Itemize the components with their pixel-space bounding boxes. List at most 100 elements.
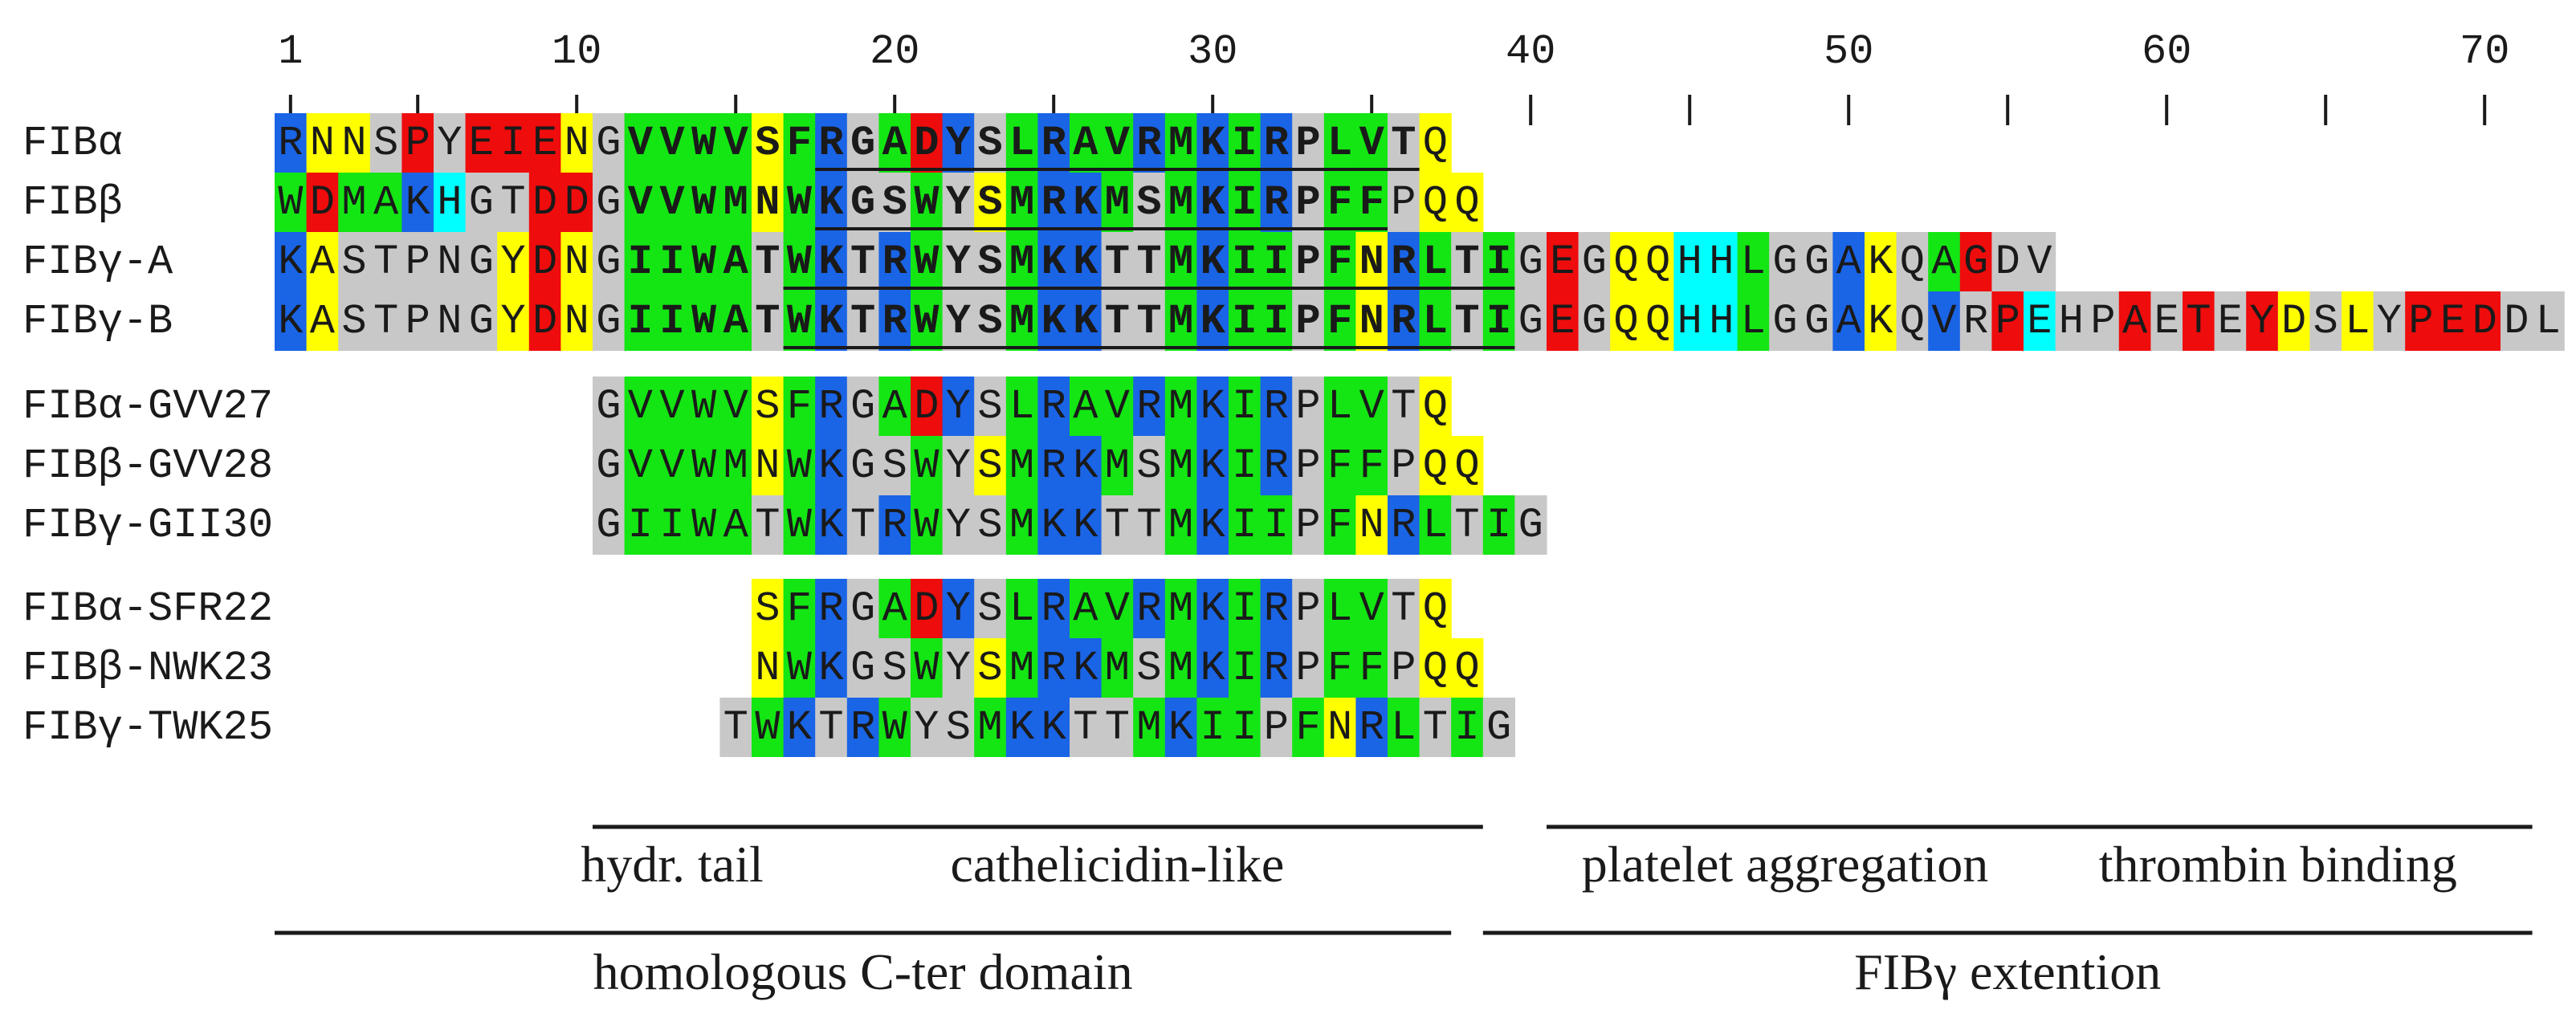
residue-cell — [846, 436, 879, 495]
residue-letter: K — [1200, 238, 1226, 286]
residue-letter: N — [1359, 502, 1384, 549]
residue-cell — [593, 232, 626, 291]
residue-letter: G — [850, 179, 875, 226]
residue-cell — [1578, 291, 1611, 351]
residue-cell — [1323, 113, 1356, 173]
residue-cell — [1800, 232, 1833, 291]
residue-cell — [1164, 436, 1197, 495]
residue-letter: G — [596, 383, 621, 430]
residue-letter: P — [1995, 298, 2020, 345]
residue-letter: D — [914, 120, 939, 167]
residue-letter: R — [1041, 383, 1066, 430]
residue-letter: Q — [1900, 238, 1925, 286]
residue-letter: V — [723, 120, 749, 167]
sequence-label: FIBγ-GII30 — [22, 502, 273, 549]
residue-letter: P — [1295, 238, 1320, 286]
residue-cell — [815, 436, 848, 495]
residue-cell — [846, 579, 879, 638]
residue-letter: L — [1327, 383, 1352, 430]
residue-letter: M — [1105, 645, 1130, 692]
residue-letter: P — [406, 120, 430, 167]
residue-cell — [1355, 638, 1388, 698]
residue-letter: Y — [2377, 298, 2402, 345]
residue-letter: Y — [946, 298, 972, 345]
residue-cell — [878, 113, 911, 173]
residue-cell — [1133, 377, 1166, 436]
residue-letter: N — [565, 238, 589, 286]
residue-letter: K — [1041, 704, 1067, 751]
residue-letter: L — [1423, 298, 1448, 345]
residue-letter: K — [787, 704, 813, 751]
residue-letter: S — [977, 645, 1002, 692]
residue-cell — [1673, 232, 1706, 291]
residue-cell — [1419, 291, 1452, 351]
residue-cell — [1229, 436, 1262, 495]
residue-letter: P — [1391, 645, 1416, 692]
residue-letter: R — [850, 704, 875, 751]
residue-letter: G — [1582, 238, 1607, 286]
residue-cell — [1514, 232, 1547, 291]
residue-letter: Q — [1423, 383, 1448, 430]
residue-cell — [1451, 173, 1484, 232]
residue-letter: R — [818, 120, 844, 167]
residue-letter: M — [1009, 502, 1034, 549]
residue-letter: K — [1200, 645, 1226, 692]
residue-cell — [1005, 291, 1038, 351]
residue-letter: V — [628, 383, 653, 430]
residue-cell — [687, 113, 720, 173]
residue-letter: A — [723, 238, 749, 286]
residue-letter: T — [1454, 502, 1479, 549]
residue-cell — [275, 113, 308, 173]
alignment-rows: FIBα R N N S P Y E I E N G V V W V S F R G A D Y S L R A V R M K I R P L V T… — [22, 113, 2565, 757]
residue-cell — [1005, 377, 1038, 436]
residue-letter: I — [1232, 238, 1257, 286]
residue-letter: V — [1359, 585, 1384, 633]
residue-cell — [2150, 291, 2183, 351]
residue-letter: T — [1136, 298, 1161, 345]
region-label: thrombin binding — [2099, 836, 2457, 893]
residue-cell — [1355, 436, 1388, 495]
residue-cell — [878, 173, 911, 232]
residue-cell — [1260, 638, 1293, 698]
residue-letter: T — [818, 704, 843, 751]
residue-cell — [974, 232, 1007, 291]
residue-letter: M — [1009, 298, 1034, 345]
residue-cell — [2246, 291, 2279, 351]
residue-cell — [1037, 698, 1070, 757]
residue-letter: Q — [1613, 238, 1638, 286]
residue-cell — [656, 173, 689, 232]
residue-cell — [1388, 291, 1420, 351]
residue-letter: Y — [946, 383, 971, 430]
residue-letter: I — [628, 298, 653, 345]
sequence-label: FIBβ — [22, 179, 123, 226]
residue-letter: N — [755, 442, 780, 490]
residue-cell — [815, 113, 848, 173]
residue-cell — [911, 638, 944, 698]
residue-letter: W — [691, 502, 717, 549]
residue-letter: F — [1327, 238, 1352, 286]
residue-letter: S — [977, 383, 1002, 430]
residue-cell — [719, 291, 752, 351]
residue-letter: M — [1168, 238, 1193, 286]
residue-letter: V — [659, 442, 684, 490]
residue-letter: K — [278, 298, 304, 345]
alignment-row: FIBβ-NWK23 N W K G S W Y S M R K M S M K I R P F F P Q Q — [22, 638, 1484, 698]
residue-letter: W — [691, 179, 717, 226]
residue-cell — [1229, 232, 1262, 291]
region-label: FIBγ extention — [1854, 943, 2161, 1000]
residue-letter: T — [1391, 120, 1416, 167]
residue-letter: T — [755, 238, 780, 286]
residue-cell — [497, 291, 530, 351]
residue-letter: G — [850, 120, 875, 167]
residue-cell — [719, 113, 752, 173]
residue-cell — [1388, 638, 1420, 698]
residue-cell — [878, 579, 911, 638]
residue-cell — [719, 495, 752, 555]
ruler-number: 50 — [1824, 28, 1873, 75]
residue-cell — [1451, 232, 1484, 291]
residue-letter: T — [1105, 502, 1130, 549]
residue-cell — [1991, 291, 2024, 351]
residue-cell — [942, 436, 975, 495]
residue-letter: K — [1200, 179, 1226, 226]
residue-cell — [974, 113, 1007, 173]
